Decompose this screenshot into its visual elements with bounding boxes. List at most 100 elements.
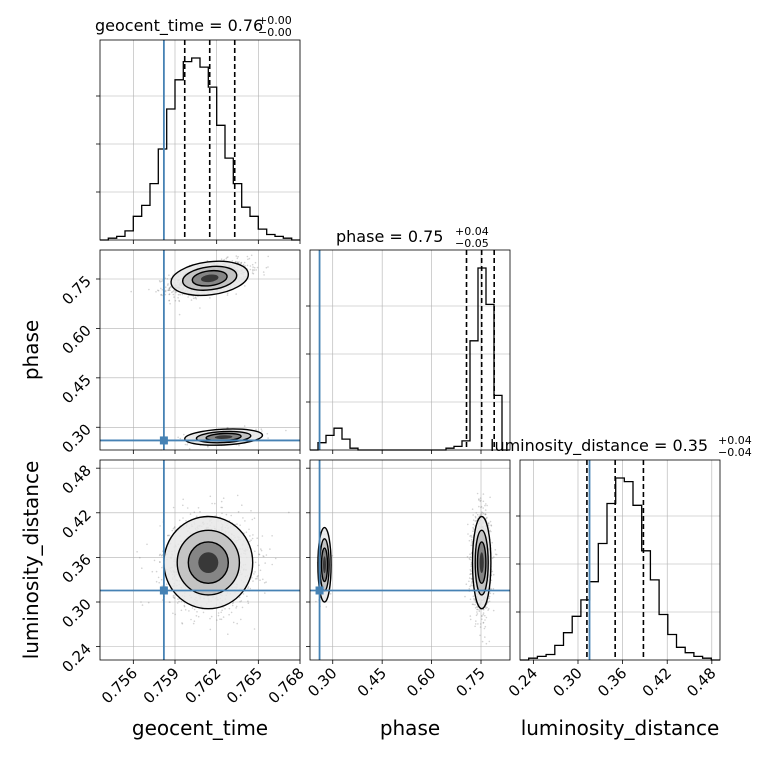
sample-point <box>141 567 143 569</box>
sample-point <box>249 587 252 590</box>
contour-line-2 <box>191 269 228 287</box>
sample-point <box>168 289 170 291</box>
sample-point <box>263 274 265 276</box>
sample-point <box>477 623 479 625</box>
sample-point <box>190 299 193 301</box>
sample-point <box>232 601 235 604</box>
sample-point <box>480 499 482 502</box>
sample-point <box>242 263 245 266</box>
sample-point <box>250 254 253 257</box>
sample-point <box>187 296 189 298</box>
sample-point <box>469 585 471 588</box>
sample-point <box>166 278 169 280</box>
density-fill-3 <box>479 552 484 573</box>
sample-point <box>267 255 270 258</box>
density-fill-3 <box>198 552 219 573</box>
sample-point <box>221 512 223 515</box>
sample-point <box>252 270 254 272</box>
sample-point <box>232 621 235 624</box>
sample-point <box>481 615 483 617</box>
sample-point <box>195 615 198 617</box>
sample-point <box>185 520 187 522</box>
x-tick-label: 0.24 <box>505 664 541 700</box>
sample-point <box>182 517 184 519</box>
panel-frame <box>99 249 301 451</box>
sample-point <box>263 555 265 558</box>
sample-point <box>177 297 179 299</box>
sample-point <box>472 530 474 532</box>
sample-point <box>470 544 473 547</box>
sample-point <box>288 511 290 514</box>
sample-point <box>478 610 481 613</box>
xlabel-luminosity_distance: luminosity_distance <box>521 716 720 740</box>
sample-point <box>468 580 470 583</box>
sample-point <box>466 556 469 558</box>
sample-point <box>479 514 482 516</box>
sample-point <box>489 496 491 499</box>
sample-point <box>475 614 478 617</box>
sample-point <box>236 494 239 497</box>
sample-point <box>155 580 158 583</box>
sample-point <box>231 260 234 262</box>
sample-point <box>468 587 471 590</box>
panel-frame <box>99 39 301 241</box>
sample-point <box>161 280 163 283</box>
sample-point <box>231 604 234 607</box>
sample-point <box>254 550 256 553</box>
sample-point <box>487 601 489 604</box>
sample-point <box>221 609 223 611</box>
sample-point <box>238 261 240 263</box>
sample-point <box>471 541 473 543</box>
sample-point <box>472 595 475 598</box>
y-tick-label: 0.60 <box>58 322 94 358</box>
sample-point <box>174 299 177 302</box>
sample-point <box>236 257 239 260</box>
sample-point <box>195 298 198 300</box>
sample-point <box>186 507 189 509</box>
sample-point <box>240 618 242 621</box>
sample-point <box>160 554 163 557</box>
sample-point <box>481 513 483 516</box>
sample-point <box>265 554 268 556</box>
sample-point <box>469 553 471 555</box>
sample-point <box>467 533 469 535</box>
sample-point <box>161 566 163 569</box>
sample-point <box>228 613 230 616</box>
sample-point <box>214 502 216 505</box>
sample-point <box>494 553 497 556</box>
sample-point <box>256 575 259 578</box>
histogram-step-phase <box>310 267 510 451</box>
sample-point <box>248 528 250 531</box>
sample-point <box>476 492 479 495</box>
sample-point <box>250 510 252 512</box>
histogram-phase-panel <box>306 249 511 454</box>
sample-point <box>245 531 248 533</box>
sample-point <box>209 628 212 631</box>
sample-point <box>271 563 274 566</box>
sample-point <box>246 264 249 267</box>
contour-line-1 <box>176 529 241 596</box>
sample-point <box>470 570 472 572</box>
sample-point <box>491 557 494 560</box>
sample-point <box>151 570 154 573</box>
sample-point <box>169 286 172 289</box>
sample-point <box>495 553 498 556</box>
sample-point <box>220 618 223 621</box>
sample-point <box>256 577 258 580</box>
x-tick-label: 0.30 <box>304 664 340 700</box>
sample-point <box>264 592 266 594</box>
sample-point <box>481 511 483 513</box>
scatter-luminosity_distance-vs-geocent_time-panel <box>96 459 301 664</box>
sample-point <box>489 520 492 523</box>
sample-point <box>484 513 487 516</box>
sample-point <box>148 288 150 291</box>
sample-point <box>157 576 160 579</box>
sample-point <box>250 539 252 541</box>
sample-point <box>168 601 171 603</box>
sample-point <box>199 511 201 513</box>
sample-point <box>265 266 268 269</box>
x-tick-label: 0.30 <box>549 664 585 700</box>
sample-point <box>168 534 171 537</box>
sample-point <box>235 260 237 263</box>
sample-point <box>217 614 220 617</box>
